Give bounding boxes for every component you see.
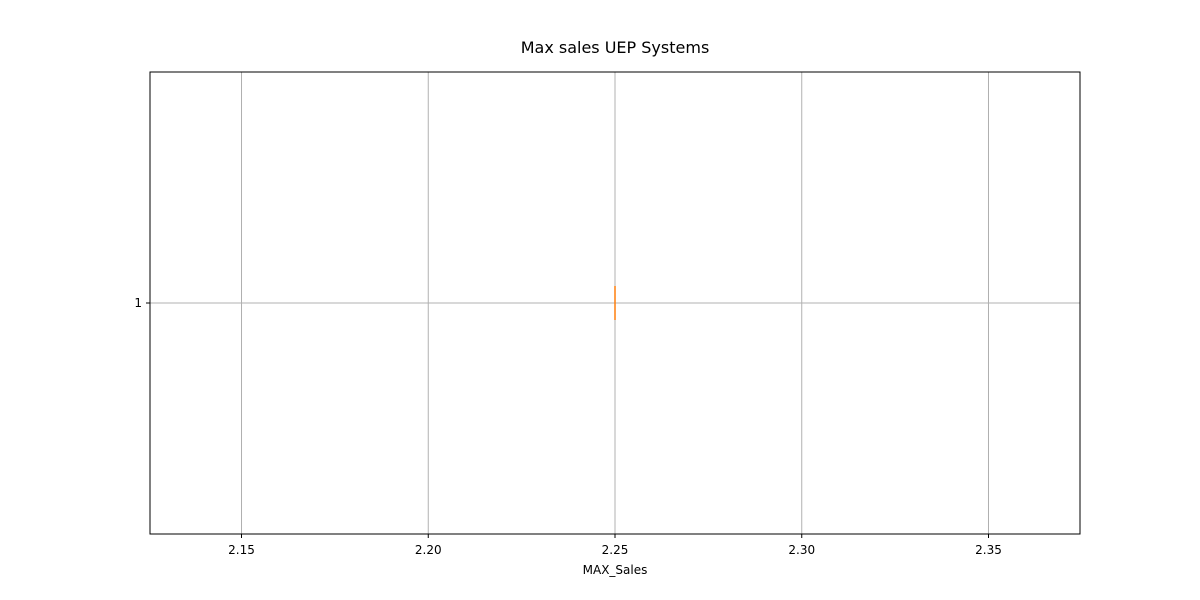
chart-title: Max sales UEP Systems xyxy=(521,38,710,57)
x-axis-label: MAX_Sales xyxy=(583,563,648,577)
plot-area: 2.15 2.20 2.25 2.30 2.35 1 xyxy=(134,71,1081,557)
y-tick-label: 1 xyxy=(134,296,142,310)
x-tick-label: 2.35 xyxy=(975,543,1002,557)
x-tick-label: 2.20 xyxy=(415,543,442,557)
x-tick-label: 2.30 xyxy=(788,543,815,557)
x-tick-label: 2.15 xyxy=(228,543,255,557)
x-tick-label: 2.25 xyxy=(602,543,629,557)
